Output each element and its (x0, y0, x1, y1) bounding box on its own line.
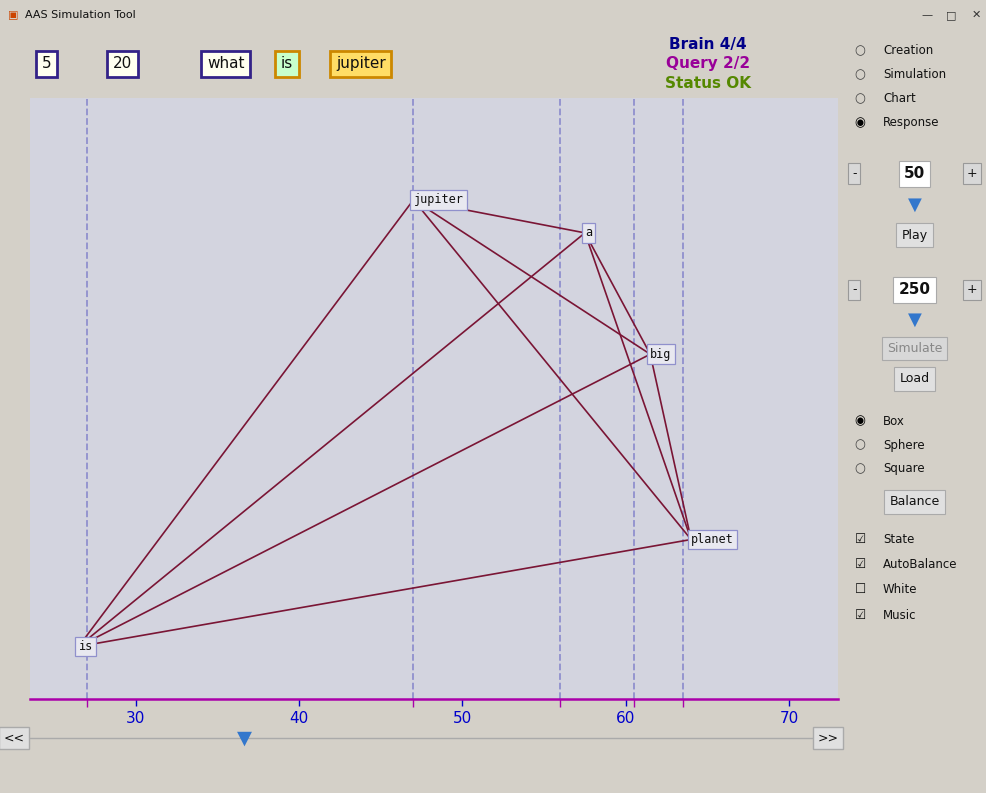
Text: is: is (79, 640, 93, 653)
Text: State: State (883, 533, 914, 546)
Text: ✕: ✕ (971, 10, 981, 20)
Text: -: - (852, 283, 857, 297)
Text: planet: planet (691, 533, 734, 546)
Text: ○: ○ (855, 439, 866, 451)
Text: 250: 250 (898, 282, 931, 297)
Text: AAS Simulation Tool: AAS Simulation Tool (25, 10, 135, 20)
Text: 20: 20 (112, 56, 132, 71)
Text: +: + (966, 167, 977, 180)
Text: ☑: ☑ (855, 558, 866, 571)
Text: ☑: ☑ (855, 609, 866, 622)
Text: jupiter: jupiter (413, 193, 463, 206)
Text: -: - (852, 167, 857, 180)
Text: a: a (585, 226, 592, 239)
Text: ◉: ◉ (855, 116, 866, 129)
Text: 50: 50 (904, 167, 925, 181)
Text: Music: Music (883, 609, 917, 622)
Text: ○: ○ (855, 92, 866, 105)
Text: AutoBalance: AutoBalance (883, 558, 957, 571)
Text: Square: Square (883, 462, 925, 476)
Text: Box: Box (883, 415, 905, 427)
Text: ◉: ◉ (855, 415, 866, 427)
Text: Creation: Creation (883, 44, 934, 57)
Text: Load: Load (899, 372, 930, 385)
Text: Response: Response (883, 116, 940, 129)
Text: Chart: Chart (883, 92, 916, 105)
Text: □: □ (947, 10, 956, 20)
Text: Balance: Balance (889, 496, 940, 508)
Text: Play: Play (901, 228, 928, 242)
Text: —: — (921, 10, 933, 20)
Text: ○: ○ (855, 68, 866, 81)
Text: Status OK: Status OK (666, 76, 751, 91)
Text: White: White (883, 584, 918, 596)
Text: >>: >> (817, 732, 839, 745)
Text: Simulation: Simulation (883, 68, 947, 81)
Text: Brain 4/4: Brain 4/4 (669, 37, 747, 52)
Text: big: big (650, 347, 671, 361)
Text: jupiter: jupiter (336, 56, 386, 71)
Text: Sphere: Sphere (883, 439, 925, 451)
Text: ▼: ▼ (237, 729, 252, 748)
Text: ○: ○ (855, 44, 866, 57)
Text: ▣: ▣ (8, 10, 19, 20)
Text: +: + (966, 283, 977, 297)
Text: Query 2/2: Query 2/2 (667, 56, 750, 71)
Text: ▼: ▼ (907, 310, 922, 328)
Text: Simulate: Simulate (886, 342, 943, 355)
Text: ▼: ▼ (907, 195, 922, 213)
Text: ☑: ☑ (855, 533, 866, 546)
Text: <<: << (3, 732, 25, 745)
Text: is: is (280, 56, 293, 71)
Text: 5: 5 (41, 56, 51, 71)
Text: ○: ○ (855, 462, 866, 476)
Text: ☐: ☐ (855, 584, 866, 596)
Text: what: what (207, 56, 245, 71)
